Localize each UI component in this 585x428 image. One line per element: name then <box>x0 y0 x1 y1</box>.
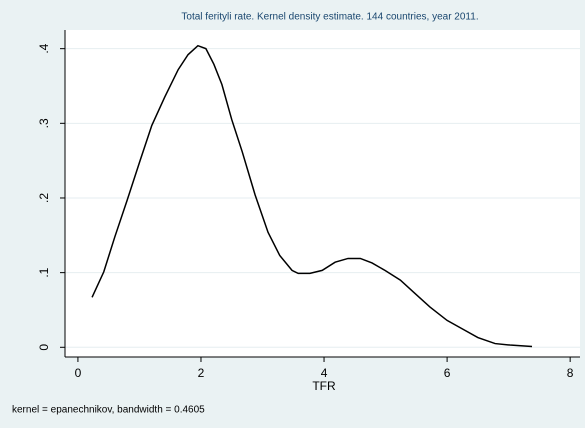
x-axis-label: TFR <box>312 379 336 393</box>
plot-area <box>65 30 580 357</box>
y-tick-label: .3 <box>37 118 51 128</box>
y-tick-label: .4 <box>37 43 51 53</box>
density-line <box>91 44 533 348</box>
chart-title: Total ferityli rate. Kernel density esti… <box>181 12 478 23</box>
y-tick-label: 0 <box>37 344 51 351</box>
x-tick-label: 0 <box>75 366 82 380</box>
note: kernel = epanechnikov, bandwidth = 0.460… <box>12 405 205 416</box>
x-tick-label: 4 <box>321 366 328 380</box>
x-tick-label: 6 <box>444 366 451 380</box>
x-tick-label: 2 <box>198 366 205 380</box>
y-tick-label: .1 <box>37 267 51 277</box>
y-tick-label: .2 <box>37 193 51 203</box>
x-tick-label: 8 <box>567 366 574 380</box>
